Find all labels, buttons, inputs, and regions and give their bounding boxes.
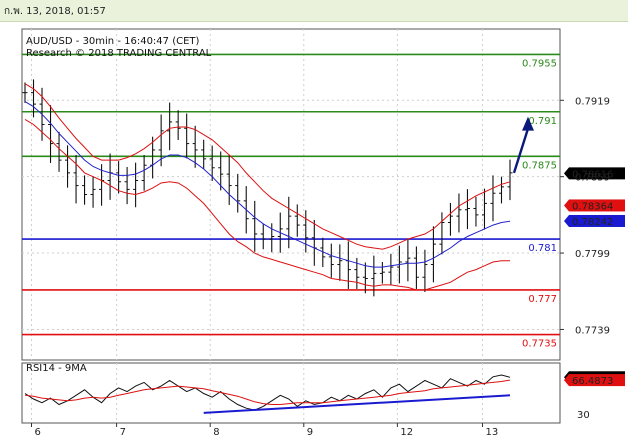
rsi-line — [24, 374, 511, 411]
axes: 6 7 8 9 12 13 0.7919 0.7859 0.7799 0.7739 30 — [31, 96, 610, 438]
level-label: 0.7875 — [522, 160, 557, 171]
level-label: 0.7735 — [522, 339, 557, 350]
price-tag: 0.78242 — [572, 217, 613, 228]
x-tick-label: 6 — [35, 427, 41, 438]
rsi-price-tag: 66.4873 — [572, 376, 613, 387]
x-tick-label: 12 — [400, 427, 413, 438]
lower-band-line — [24, 118, 510, 291]
moving-average-line — [24, 101, 511, 268]
timestamp: ก.พ. 13, 2018, 01:57 — [4, 6, 106, 17]
price-tag-bg — [569, 199, 625, 212]
main-grid — [22, 29, 560, 423]
rsi-trendline — [203, 394, 511, 414]
y-tick-label: 0.7739 — [575, 325, 610, 336]
x-tick-label: 8 — [213, 427, 219, 438]
price-tag-pointer — [564, 167, 569, 180]
level-lines: 0.7955 0.791 0.7875 0.781 0.777 0.7735 — [22, 53, 560, 350]
level-label: 0.781 — [528, 243, 557, 254]
chart-subtitle: Research © 2018 TRADING CENTRAL — [26, 48, 212, 59]
price-tag: 0.78616 — [572, 169, 613, 180]
forecast-arrow-shaft — [512, 128, 530, 174]
rsi-price-tag-bg — [569, 374, 625, 387]
rsi-price-tag-pointer — [564, 374, 569, 387]
x-tick-label: 9 — [307, 427, 313, 438]
chart-title: AUD/USD - 30min - 16:40:47 (CET) — [26, 36, 200, 47]
rsi-y-tick-label: 30 — [577, 410, 590, 421]
price-tag-bg — [569, 214, 625, 227]
rsi-ma-line — [24, 379, 511, 405]
rsi-plot-frame — [21, 362, 561, 424]
level-label: 0.7955 — [522, 58, 557, 69]
y-tick-label: 0.7919 — [575, 96, 610, 107]
top-bar: ก.พ. 13, 2018, 01:57 — [0, 0, 628, 22]
y-tick-label: 0.7799 — [575, 249, 610, 260]
rsi-title: RSI14 - 9MA — [26, 363, 87, 374]
rsi-series — [24, 374, 511, 414]
level-label: 0.777 — [528, 294, 557, 305]
x-tick-label: 13 — [485, 427, 498, 438]
price-tag-bg — [569, 167, 625, 180]
y-tick-label: 0.7859 — [575, 173, 610, 184]
forecast-arrow-head — [522, 116, 534, 131]
upper-band-line — [24, 83, 511, 250]
x-tick-label: 7 — [120, 427, 126, 438]
main-plot-frame — [21, 28, 561, 361]
price-tag-pointer — [564, 199, 569, 212]
price-tag: 0.78364 — [572, 201, 613, 212]
level-label: 0.791 — [528, 116, 557, 127]
main-series — [22, 79, 513, 297]
price-tag-pointer — [564, 214, 569, 227]
chart-frames — [21, 28, 561, 424]
